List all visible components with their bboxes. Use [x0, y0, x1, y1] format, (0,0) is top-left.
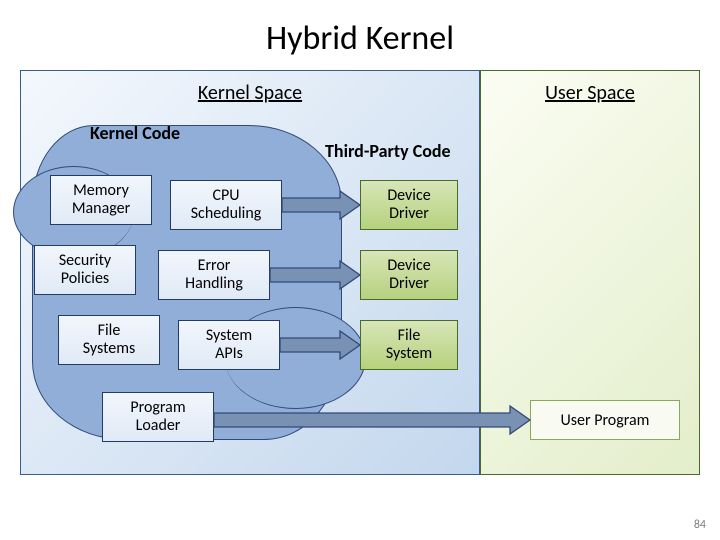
- kernel-space-header: Kernel Space: [21, 71, 479, 105]
- user-box-user-program: User Program: [530, 400, 680, 440]
- arrow-error-handling-to-device-driver-2: [270, 261, 360, 289]
- kernel-box-program-loader: Program Loader: [102, 392, 214, 442]
- kernel-box-system-apis: System APIs: [178, 320, 280, 370]
- kernel-box-security-policies: Security Policies: [34, 245, 136, 295]
- third-party-code-label: Third-Party Code: [325, 140, 451, 162]
- tp-box-device-driver-1: Device Driver: [360, 180, 458, 230]
- kernel-box-cpu-scheduling: CPU Scheduling: [170, 180, 282, 230]
- tp-box-device-driver-2: Device Driver: [360, 250, 458, 300]
- user-space-header: User Space: [481, 71, 699, 105]
- arrow-cpu-scheduling-to-device-driver-1: [282, 191, 360, 219]
- kernel-box-file-systems: File Systems: [58, 315, 160, 365]
- arrow-system-apis-to-file-system-tp: [280, 331, 360, 359]
- page-title: Hybrid Kernel: [0, 0, 720, 59]
- arrow-program-loader-to-user-program: [214, 406, 530, 434]
- diagram-canvas: Kernel Space User Space Kernel Code Thir…: [20, 70, 700, 480]
- tp-box-file-system-tp: File System: [360, 320, 458, 370]
- kernel-box-error-handling: Error Handling: [158, 250, 270, 300]
- kernel-box-memory-manager: Memory Manager: [50, 175, 152, 225]
- page-number: 84: [694, 518, 706, 532]
- kernel-code-label: Kernel Code: [90, 122, 180, 144]
